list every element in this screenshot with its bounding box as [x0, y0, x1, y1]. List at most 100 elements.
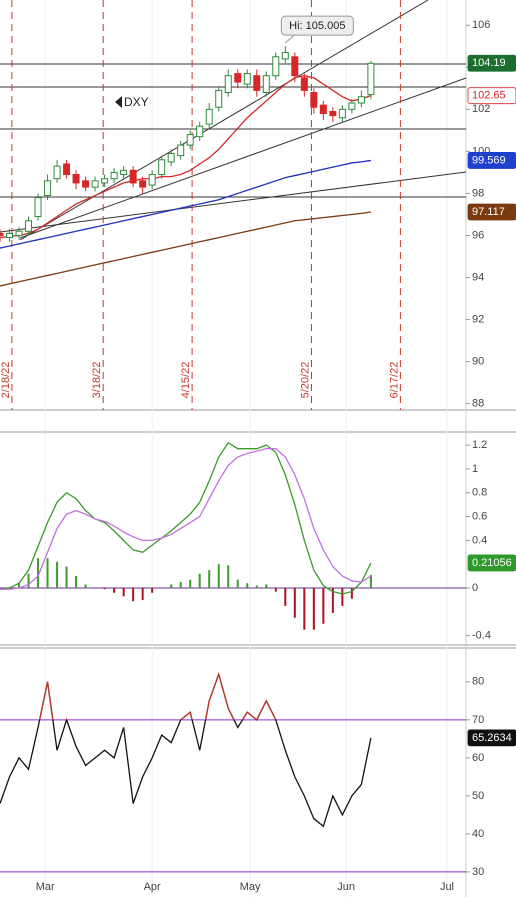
candle-body — [82, 180, 90, 188]
macd-line — [0, 448, 372, 590]
y-tick-label: 70 — [472, 714, 484, 726]
candle-body — [72, 174, 80, 184]
y-tick-label: 0.6 — [472, 510, 487, 522]
histogram-bar — [265, 584, 268, 589]
candle-body — [0, 232, 4, 236]
price-label-box — [467, 554, 516, 572]
histogram-bar — [103, 588, 106, 590]
date-marker-label: 2/18/22 — [0, 362, 12, 399]
histogram-bar — [56, 561, 59, 589]
candle-body — [224, 75, 232, 94]
rsi-overbought — [38, 672, 277, 720]
x-tick-label: Jul — [440, 881, 454, 893]
chart-title: DXY — [124, 95, 149, 109]
date-marker-label: 6/17/22 — [388, 362, 400, 399]
histogram-bar — [227, 565, 230, 589]
histogram-bar — [37, 558, 40, 589]
x-tick-label: Mar — [36, 881, 55, 893]
histogram-bar — [18, 583, 21, 589]
candle-body — [329, 110, 337, 117]
price-label: 97.117 — [472, 206, 505, 218]
candle-body — [291, 56, 299, 77]
date-marker-label: 4/15/22 — [180, 362, 192, 399]
histogram-bar — [208, 570, 211, 589]
candle-body — [110, 171, 118, 180]
y-tick-label: 30 — [472, 866, 484, 878]
y-tick-label: 1.2 — [472, 439, 487, 451]
histogram-bar — [65, 566, 68, 589]
candle-body — [63, 163, 71, 176]
histogram-bar — [113, 588, 116, 593]
y-tick-label: 106 — [472, 19, 490, 31]
histogram-bar — [274, 588, 277, 592]
histogram-bar — [141, 588, 144, 600]
candle-body — [319, 104, 327, 115]
y-tick-label: 60 — [472, 752, 484, 764]
price-label-box — [467, 152, 516, 169]
candle-body — [167, 152, 175, 163]
y-tick-label: 92 — [472, 313, 484, 325]
candle-body — [139, 180, 147, 188]
price-label-box — [467, 87, 516, 105]
y-tick-label: 88 — [472, 398, 484, 410]
y-tick-label: 98 — [472, 187, 484, 199]
price-label: 0.21056 — [472, 557, 512, 569]
histogram-bar — [189, 579, 192, 589]
candle-body — [253, 75, 261, 91]
trend-line — [19, 0, 429, 241]
candle-body — [357, 96, 365, 104]
candle-body — [234, 73, 242, 83]
x-tick-label: Jun — [337, 881, 355, 893]
histogram-bar — [84, 584, 87, 589]
y-tick-label: 0 — [472, 582, 478, 594]
candle-body — [205, 108, 213, 125]
y-tick-label: 40 — [472, 828, 484, 840]
y-tick-label: 96 — [472, 229, 484, 241]
candle-body — [148, 174, 156, 186]
trend-line — [0, 171, 467, 233]
histogram-bar — [293, 588, 296, 618]
candle-body — [6, 232, 14, 239]
candle-body — [158, 159, 166, 176]
price-label: 99.569 — [472, 154, 506, 166]
trend-lines — [0, 0, 467, 241]
candle-body — [186, 134, 194, 146]
candle-body — [25, 220, 33, 232]
histogram-bar — [303, 588, 306, 630]
histogram-bar — [122, 588, 125, 597]
candle-body — [44, 180, 52, 197]
moving-average — [0, 75, 372, 239]
histogram-bar — [27, 573, 30, 589]
price-label-box — [467, 54, 516, 72]
price-label-box — [467, 729, 516, 747]
y-tick-label: 94 — [472, 271, 484, 283]
histogram-bar — [170, 584, 173, 589]
candle-body — [348, 102, 356, 110]
price-label-box — [467, 203, 516, 221]
y-tick-label: 0.8 — [472, 487, 487, 499]
candle-body — [367, 62, 375, 96]
candle-body — [91, 180, 99, 188]
candle-body — [310, 92, 318, 108]
candle-body — [281, 52, 289, 60]
date-marker-label: 5/20/22 — [299, 362, 311, 399]
histogram-bar — [217, 564, 220, 589]
histogram-bar — [198, 573, 201, 589]
y-tick-label: 102 — [472, 103, 490, 115]
high-callout: Hi: 105.005 — [289, 20, 345, 32]
date-marker-label: 3/18/22 — [91, 362, 103, 399]
candle-body — [15, 230, 23, 236]
histogram-bar — [369, 574, 372, 589]
y-tick-label: 50 — [472, 790, 484, 802]
candle-body — [243, 73, 251, 85]
candle-body — [53, 165, 61, 180]
histogram-bar — [350, 588, 353, 599]
histogram-bar — [75, 576, 78, 589]
histogram-bar — [284, 588, 287, 606]
candle-body — [196, 125, 204, 138]
candle-body — [215, 89, 223, 108]
histogram-bar — [179, 582, 182, 589]
histogram-bar — [312, 588, 315, 630]
y-tick-label: 1 — [472, 463, 478, 475]
candle-body — [129, 169, 137, 184]
